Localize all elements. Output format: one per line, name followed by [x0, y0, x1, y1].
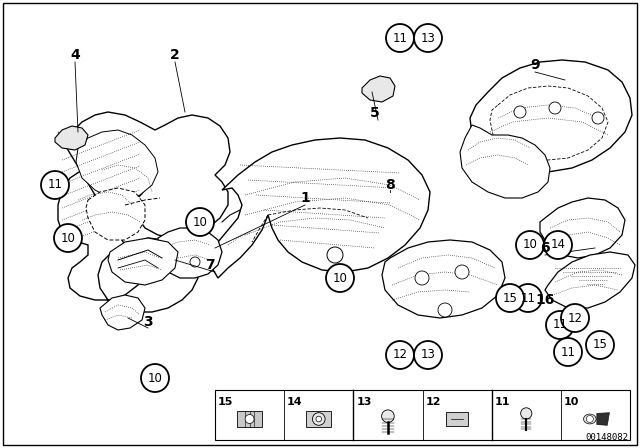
- Text: 12: 12: [426, 397, 441, 407]
- Circle shape: [592, 112, 604, 124]
- Circle shape: [544, 231, 572, 259]
- Polygon shape: [597, 413, 609, 425]
- Text: 11: 11: [47, 178, 63, 191]
- Text: 7: 7: [205, 258, 215, 272]
- Circle shape: [386, 24, 414, 52]
- Circle shape: [516, 231, 544, 259]
- Polygon shape: [86, 188, 145, 240]
- Text: 3: 3: [143, 315, 153, 329]
- Circle shape: [496, 284, 524, 312]
- Circle shape: [549, 102, 561, 114]
- Circle shape: [386, 341, 414, 369]
- Polygon shape: [100, 295, 145, 330]
- Text: 10: 10: [193, 215, 207, 228]
- Polygon shape: [212, 138, 430, 278]
- Text: 10: 10: [61, 232, 76, 245]
- Text: 9: 9: [530, 58, 540, 72]
- Polygon shape: [158, 228, 222, 278]
- Text: 11: 11: [392, 31, 408, 44]
- Text: 2: 2: [170, 48, 180, 62]
- Text: 12: 12: [568, 311, 582, 324]
- Polygon shape: [362, 76, 395, 102]
- Polygon shape: [58, 112, 230, 312]
- Circle shape: [245, 414, 254, 423]
- Text: 13: 13: [420, 349, 435, 362]
- Text: 12: 12: [392, 349, 408, 362]
- Polygon shape: [76, 130, 158, 200]
- Text: 16: 16: [535, 293, 555, 307]
- Bar: [215, 390, 630, 440]
- Circle shape: [546, 311, 574, 339]
- Bar: [306, 411, 332, 426]
- Text: 15: 15: [502, 292, 517, 305]
- Circle shape: [326, 264, 354, 292]
- Polygon shape: [108, 238, 178, 285]
- Circle shape: [521, 408, 532, 419]
- Polygon shape: [382, 240, 505, 318]
- Text: 13: 13: [420, 31, 435, 44]
- Text: 4: 4: [70, 48, 80, 62]
- Polygon shape: [460, 125, 550, 198]
- Text: 11: 11: [520, 292, 536, 305]
- Circle shape: [141, 364, 169, 392]
- Circle shape: [554, 338, 582, 366]
- Circle shape: [514, 284, 542, 312]
- Text: 15: 15: [218, 397, 234, 407]
- Text: 10: 10: [523, 238, 538, 251]
- Text: 13: 13: [356, 397, 372, 407]
- Text: 14: 14: [287, 397, 303, 407]
- Circle shape: [514, 106, 526, 118]
- Circle shape: [54, 224, 82, 252]
- Polygon shape: [470, 60, 632, 172]
- Circle shape: [41, 171, 69, 199]
- Circle shape: [381, 410, 394, 422]
- Circle shape: [438, 303, 452, 317]
- Circle shape: [312, 413, 325, 425]
- Text: 10: 10: [333, 271, 348, 284]
- Text: 10: 10: [148, 371, 163, 384]
- Text: 11: 11: [561, 345, 575, 358]
- Circle shape: [190, 257, 200, 267]
- Circle shape: [561, 304, 589, 332]
- Circle shape: [316, 416, 321, 422]
- Circle shape: [586, 331, 614, 359]
- Text: 15: 15: [593, 339, 607, 352]
- Text: 11: 11: [495, 397, 510, 407]
- Bar: [446, 412, 468, 426]
- Circle shape: [586, 415, 593, 422]
- Circle shape: [327, 247, 343, 263]
- Text: 11: 11: [552, 319, 568, 332]
- Text: 00148082: 00148082: [585, 433, 628, 442]
- Circle shape: [414, 24, 442, 52]
- Circle shape: [414, 341, 442, 369]
- Text: 5: 5: [370, 106, 380, 120]
- Polygon shape: [55, 126, 88, 150]
- Text: 8: 8: [385, 178, 395, 192]
- Ellipse shape: [584, 414, 596, 424]
- Circle shape: [455, 265, 469, 279]
- Polygon shape: [490, 86, 608, 160]
- Text: 6: 6: [540, 241, 550, 255]
- Polygon shape: [540, 198, 625, 258]
- Bar: [237, 411, 262, 426]
- Text: 10: 10: [564, 397, 579, 407]
- Text: 1: 1: [300, 191, 310, 205]
- Circle shape: [415, 271, 429, 285]
- Text: 14: 14: [550, 238, 566, 251]
- Polygon shape: [545, 252, 635, 308]
- Circle shape: [186, 208, 214, 236]
